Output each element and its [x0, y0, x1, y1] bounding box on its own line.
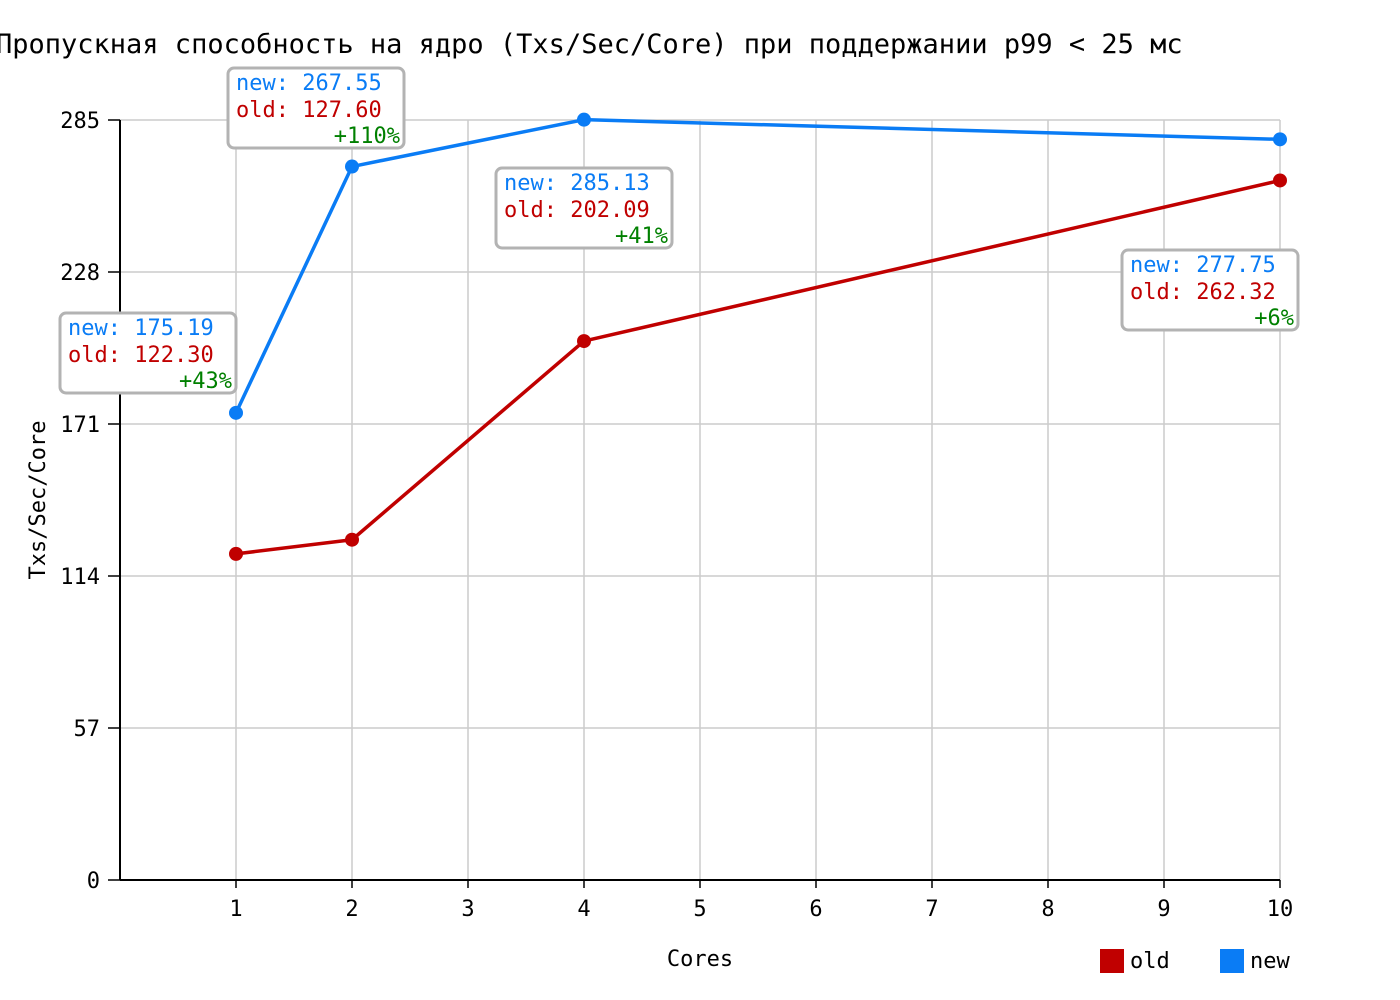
series-line-new: [234, 117, 1281, 414]
data-point-new: [1273, 132, 1287, 147]
x-tick-label: 7: [925, 897, 938, 922]
data-point-old: [229, 546, 243, 561]
legend-swatch-old: [1100, 949, 1124, 973]
annotation-delta: +43%: [179, 369, 232, 394]
annotation-old-value: old: 127.60: [236, 98, 382, 123]
x-tick-label: 5: [693, 897, 706, 922]
x-tick-label: 9: [1157, 897, 1170, 922]
annotation-delta: +41%: [615, 224, 668, 249]
annotation-new-value: new: 285.13: [504, 171, 650, 196]
annotation-frame: [226, 66, 406, 150]
y-tick-label: 285: [60, 109, 100, 134]
y-tick-label: 171: [60, 413, 100, 438]
annotation-frame: [1120, 248, 1300, 332]
annotation-new-value: new: 175.19: [68, 316, 214, 341]
y-tick-label: 0: [87, 869, 100, 894]
data-point-new: [229, 405, 243, 420]
annotation-old-value: old: 202.09: [504, 198, 650, 223]
data-point-old: [1273, 173, 1287, 188]
x-tick-label: 1: [229, 897, 242, 922]
x-tick-label: 8: [1041, 897, 1054, 922]
y-tick-label: 228: [60, 261, 100, 286]
annotation-delta: +6%: [1254, 306, 1294, 331]
annotation-old-value: old: 262.32: [1130, 280, 1276, 305]
x-tick-label: 10: [1267, 897, 1294, 922]
data-point-new: [345, 159, 359, 174]
axes: 1 2 3 4 5 6 7 8 9 10 0 57 114 171 228 285: [60, 109, 1293, 922]
x-axis-label: Cores: [667, 947, 733, 972]
data-point-old: [345, 532, 359, 547]
grid: [120, 119, 1281, 881]
legend-label-new: new: [1250, 949, 1290, 974]
annotation-new-value: new: 277.75: [1130, 253, 1276, 278]
annotation-frame: [494, 166, 674, 250]
legend-label-old: old: [1130, 949, 1170, 974]
data-point-old: [577, 334, 591, 349]
chart-title: Пропускная способность на ядро (Txs/Sec/…: [0, 29, 1183, 60]
y-axis-label: Txs/Sec/Core: [26, 421, 51, 580]
series-line-old: [235, 178, 1281, 556]
data-point-new: [577, 112, 591, 127]
annotation-delta: +110%: [334, 124, 400, 149]
x-tick-label: 4: [577, 897, 590, 922]
x-tick-label: 3: [461, 897, 474, 922]
annotation-frame: [58, 311, 238, 395]
series-layer: [229, 112, 1287, 561]
legend: old new: [1100, 949, 1290, 974]
x-tick-label: 6: [809, 897, 822, 922]
annotation-new-value: new: 267.55: [236, 71, 382, 96]
x-tick-label: 2: [345, 897, 358, 922]
annotation-old-value: old: 122.30: [68, 343, 214, 368]
legend-swatch-new: [1220, 949, 1244, 973]
y-tick-label: 114: [60, 565, 100, 590]
y-tick-label: 57: [74, 717, 101, 742]
